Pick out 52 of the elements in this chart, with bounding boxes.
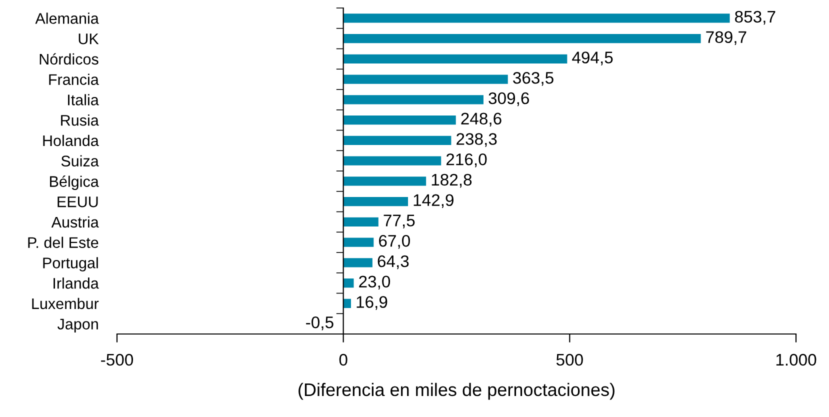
data-label: 77,5 (384, 214, 415, 228)
bar (343, 156, 442, 166)
y-tick-label: Bélgica (50, 176, 99, 190)
y-tick-label: Nórdicos (40, 53, 98, 65)
y-tick-label: Holanda (43, 134, 99, 146)
bar (343, 258, 372, 268)
bar (343, 196, 408, 206)
bar (343, 34, 701, 44)
data-label: 16,9 (356, 296, 388, 310)
y-tick-label: Italia (68, 94, 99, 106)
data-label: 64,3 (378, 255, 409, 270)
data-label: -0,5 (306, 316, 334, 330)
data-label: 853,7 (735, 10, 776, 25)
data-label: 363,5 (513, 72, 554, 86)
y-tick-label: EEUU (58, 196, 98, 208)
y-tick-label: Austria (51, 216, 99, 228)
y-tick-label: Japon (58, 318, 98, 333)
bar (343, 298, 351, 308)
data-label: 309,6 (488, 92, 529, 106)
x-tick-label: 1.000 (776, 354, 816, 366)
y-tick-label: Francia (49, 74, 99, 85)
data-label: 238,3 (456, 133, 497, 147)
x-tick-label: -500 (101, 354, 134, 366)
y-tick-label: Luxembur (32, 298, 99, 310)
y-tick-label: P. del Este (28, 236, 98, 248)
data-label: 23,0 (359, 276, 390, 290)
bar (343, 176, 426, 186)
data-label: 248,6 (461, 112, 502, 127)
data-label: 182,8 (432, 174, 472, 188)
bar (343, 278, 354, 288)
y-tick-label: Portugal (43, 257, 98, 272)
data-label: 142,9 (414, 194, 454, 208)
y-tick-label: Irlanda (54, 278, 99, 289)
y-tick-label: Suiza (61, 155, 99, 166)
data-label: 67,0 (379, 234, 410, 249)
bar (343, 14, 730, 23)
y-tick-label: UK (78, 34, 99, 44)
bar (343, 54, 568, 64)
y-tick-label: Rusia (61, 114, 99, 126)
bar (343, 136, 452, 146)
data-label: 494,5 (572, 52, 613, 66)
x-tick-label: 500 (556, 354, 583, 366)
bar (343, 217, 378, 227)
data-label: 216,0 (446, 153, 487, 168)
y-tick-label: Alemania (35, 12, 99, 24)
bar (343, 74, 508, 84)
data-label: 789,7 (706, 31, 746, 46)
x-tick-label: 0 (339, 354, 348, 366)
bar (343, 238, 374, 247)
bar (343, 115, 456, 125)
x-axis-title: (Diferencia en miles de pernoctaciones) (298, 382, 614, 400)
bar (343, 95, 484, 104)
